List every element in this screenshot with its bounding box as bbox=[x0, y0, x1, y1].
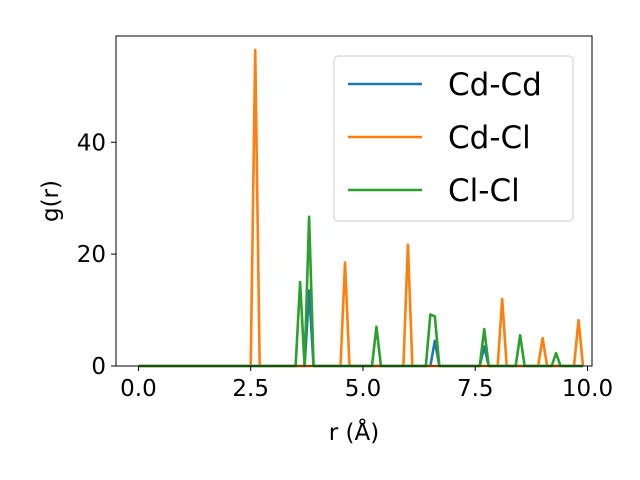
legend: Cd-Cd Cd-Cl Cl-Cl bbox=[333, 55, 574, 222]
y-tick-label: 40 bbox=[77, 130, 106, 156]
legend-label-cl-cl: Cl-Cl bbox=[448, 173, 520, 209]
x-axis: 0.0 2.5 5.0 7.5 10.0 bbox=[120, 366, 613, 402]
x-tick-label: 5.0 bbox=[345, 376, 382, 402]
y-tick-label: 20 bbox=[77, 242, 106, 268]
x-tick-label: 2.5 bbox=[232, 376, 269, 402]
legend-box bbox=[333, 55, 574, 222]
y-axis-label: g(r) bbox=[38, 180, 64, 222]
legend-label-cd-cl: Cd-Cl bbox=[448, 120, 531, 156]
x-tick-label: 0.0 bbox=[120, 376, 157, 402]
series-line-cd-cd bbox=[138, 289, 584, 368]
y-axis: 0 20 40 bbox=[77, 130, 116, 380]
legend-label-cd-cd: Cd-Cd bbox=[448, 67, 542, 103]
y-tick-label: 0 bbox=[91, 354, 106, 380]
x-tick-label: 10.0 bbox=[562, 376, 613, 402]
x-tick-label: 7.5 bbox=[457, 376, 494, 402]
plot-frame bbox=[115, 35, 593, 367]
x-axis-label: r (Å) bbox=[329, 418, 379, 446]
